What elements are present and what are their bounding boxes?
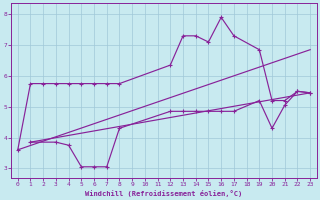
X-axis label: Windchill (Refroidissement éolien,°C): Windchill (Refroidissement éolien,°C) [85, 190, 243, 197]
